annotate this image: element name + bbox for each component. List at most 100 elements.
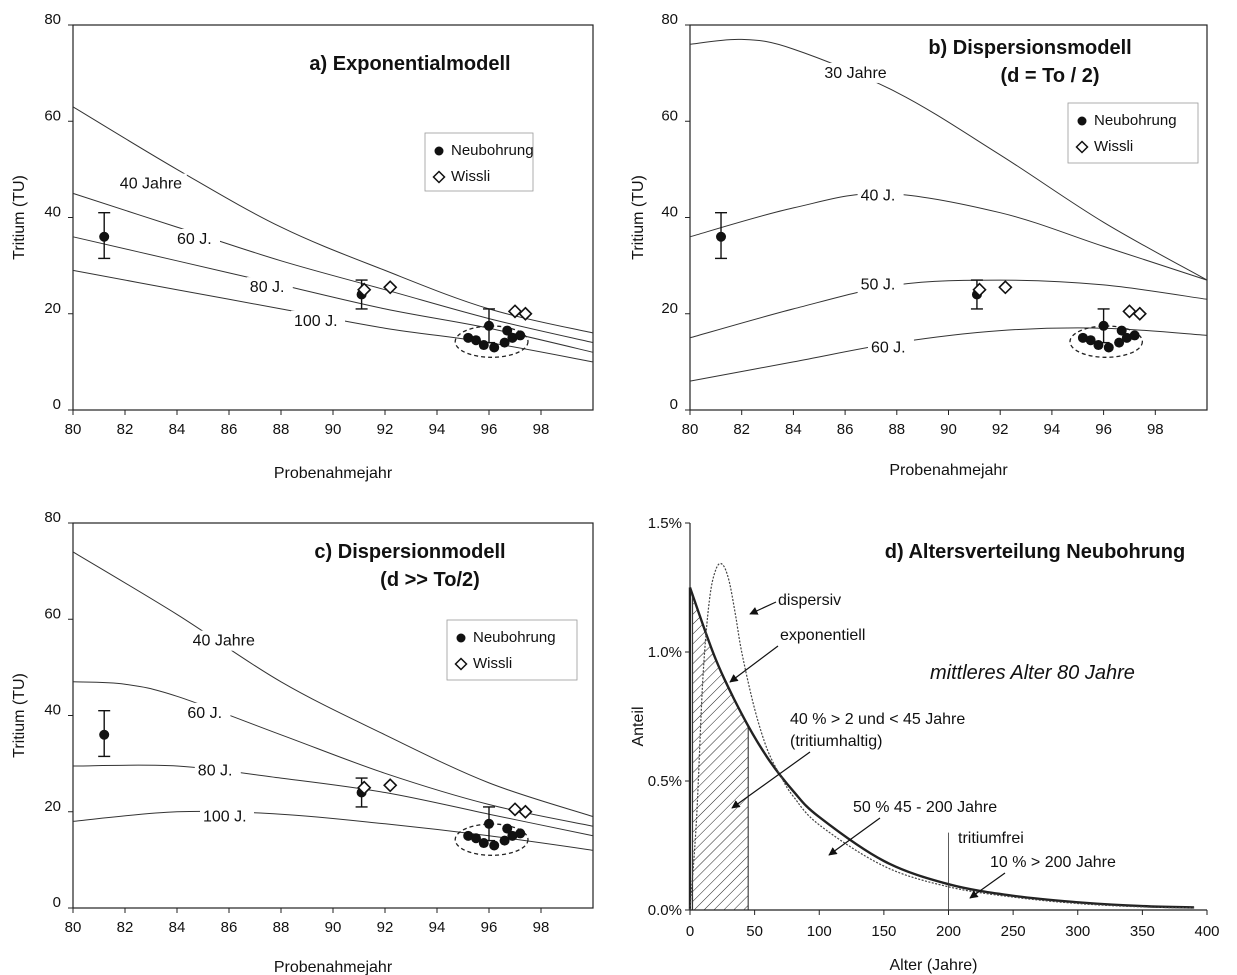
wissli-point bbox=[518, 804, 533, 819]
x-axis-label: Alter (Jahre) bbox=[889, 957, 977, 974]
legend-label-neubohrung: Neubohrung bbox=[473, 629, 556, 646]
panel-d-altersverteilung: 0 50 100 150 200 250 300 350 400 0.0% 0.5% 1.0% 1.5%… bbox=[630, 515, 1220, 974]
legend-label-wissli: Wissli bbox=[451, 168, 490, 185]
legend-label-wissli: Wissli bbox=[1094, 138, 1133, 155]
chart-title: d) Altersverteilung Neubohrung bbox=[885, 541, 1185, 563]
neubohrung-point bbox=[1093, 340, 1104, 351]
wissli-point bbox=[357, 780, 372, 795]
wissli-point bbox=[507, 304, 523, 319]
series-label: 40 Jahre bbox=[193, 633, 255, 650]
chart-subtitle: (d = To / 2) bbox=[1000, 65, 1099, 87]
y-axis-label: Tritium (TU) bbox=[630, 175, 647, 260]
legend-label-wissli: Wissli bbox=[473, 655, 512, 672]
x-tick-label: 300 bbox=[1065, 923, 1090, 940]
x-axis-label: Probenahmejahr bbox=[274, 465, 393, 482]
neubohrung-point bbox=[1098, 320, 1109, 331]
neubohrung-point bbox=[484, 320, 494, 331]
y-tick-label: 20 bbox=[661, 300, 678, 317]
neubohrung-point bbox=[507, 332, 518, 343]
x-tick-label: 92 bbox=[377, 421, 394, 438]
x-tick-label: 84 bbox=[785, 421, 802, 438]
neubohrung-point bbox=[1103, 342, 1114, 353]
x-tick-label: 100 bbox=[807, 923, 832, 940]
legend: Neubohrung Wissli bbox=[446, 619, 578, 681]
series-line-0 bbox=[689, 38, 1208, 281]
neubohrung-point bbox=[99, 729, 110, 740]
x-tick-label: 350 bbox=[1130, 923, 1155, 940]
wissli-point bbox=[518, 306, 533, 321]
y-tick-label: 60 bbox=[44, 605, 61, 622]
y-tick-label: 0.5% bbox=[648, 773, 682, 790]
annotation-tritiumhaltig: (tritiumhaltig) bbox=[790, 733, 882, 750]
chart-subtitle: (d >> To/2) bbox=[380, 569, 480, 591]
neubohrung-point bbox=[489, 342, 500, 353]
series-line-1 bbox=[689, 192, 1208, 281]
neubohrung-point bbox=[1114, 337, 1125, 348]
y-tick-label: 40 bbox=[661, 204, 678, 221]
annotation-old-range: 10 % > 200 Jahre bbox=[990, 854, 1116, 871]
x-tick-label: 82 bbox=[733, 421, 750, 438]
y-tick-label: 40 bbox=[44, 204, 61, 221]
y-tick-label: 1.0% bbox=[648, 644, 682, 661]
neubohrung-point bbox=[471, 833, 481, 844]
y-tick-label: 1.5% bbox=[648, 515, 682, 532]
neubohrung-point bbox=[515, 330, 526, 341]
x-tick-label: 96 bbox=[1095, 421, 1112, 438]
x-tick-label: 80 bbox=[65, 421, 82, 438]
series-label: 60 J. bbox=[177, 231, 212, 248]
y-tick-label: 60 bbox=[661, 107, 678, 124]
series-label-bg bbox=[189, 630, 260, 651]
y-tick-label: 80 bbox=[44, 509, 61, 526]
x-tick-label: 96 bbox=[481, 421, 498, 438]
series-line-1 bbox=[72, 192, 594, 344]
y-tick-label: 40 bbox=[44, 702, 61, 719]
series-label-bg bbox=[291, 310, 345, 331]
wissli-point bbox=[998, 280, 1013, 295]
y-tick-label: 0 bbox=[53, 894, 61, 911]
chart-title: a) Exponentialmodell bbox=[309, 53, 510, 75]
x-tick-label: 98 bbox=[1147, 421, 1164, 438]
series-label: 100 J. bbox=[294, 313, 338, 330]
series-label-bg bbox=[857, 274, 904, 295]
wissli-point bbox=[1122, 304, 1137, 319]
neubohrung-point bbox=[499, 337, 510, 348]
series-line-3 bbox=[689, 327, 1208, 382]
x-tick-label: 86 bbox=[221, 421, 238, 438]
neubohrung-point bbox=[484, 818, 494, 829]
y-tick-label: 0 bbox=[670, 396, 678, 413]
legend-marker-wissli bbox=[454, 657, 468, 671]
x-tick-label: 88 bbox=[273, 919, 290, 936]
series-label: 60 J. bbox=[871, 339, 906, 356]
neubohrung-point bbox=[1077, 332, 1088, 343]
series-line-2 bbox=[72, 764, 594, 837]
arrow-tritium-range bbox=[731, 751, 811, 809]
wissli-point bbox=[1132, 306, 1147, 321]
x-tick-label: 200 bbox=[936, 923, 961, 940]
neubohrung-point bbox=[515, 828, 526, 839]
neubohrung-point bbox=[716, 231, 727, 242]
y-tick-label: 60 bbox=[44, 107, 61, 124]
neubohrung-point bbox=[463, 830, 474, 841]
neubohrung-point bbox=[502, 823, 513, 834]
series-line-1 bbox=[72, 681, 594, 827]
x-tick-label: 86 bbox=[837, 421, 854, 438]
x-tick-label: 94 bbox=[429, 421, 446, 438]
series-label: 100 J. bbox=[203, 808, 247, 825]
series-label-bg bbox=[821, 62, 892, 83]
series-label: 30 Jahre bbox=[824, 65, 886, 82]
arrow-mid-range bbox=[828, 817, 881, 856]
y-tick-label: 0.0% bbox=[648, 902, 682, 919]
neubohrung-point bbox=[1129, 330, 1140, 341]
annotation-tritium-range: 40 % > 2 und < 45 Jahre bbox=[790, 711, 965, 728]
series-line-0 bbox=[72, 551, 594, 818]
wissli-point bbox=[383, 280, 398, 295]
x-tick-label: 84 bbox=[169, 421, 186, 438]
x-tick-label: 88 bbox=[888, 421, 905, 438]
series-line-dispersiv bbox=[689, 562, 1195, 911]
panel-c-dispersionmodell: 80 82 84 86 88 90 92 94 96 98 0 20 40 60 80 Probenahmej… bbox=[11, 509, 594, 975]
x-tick-label: 98 bbox=[533, 421, 550, 438]
series-label: 80 J. bbox=[250, 279, 285, 296]
legend-frame bbox=[424, 132, 534, 192]
y-axis-label: Anteil bbox=[630, 706, 647, 746]
